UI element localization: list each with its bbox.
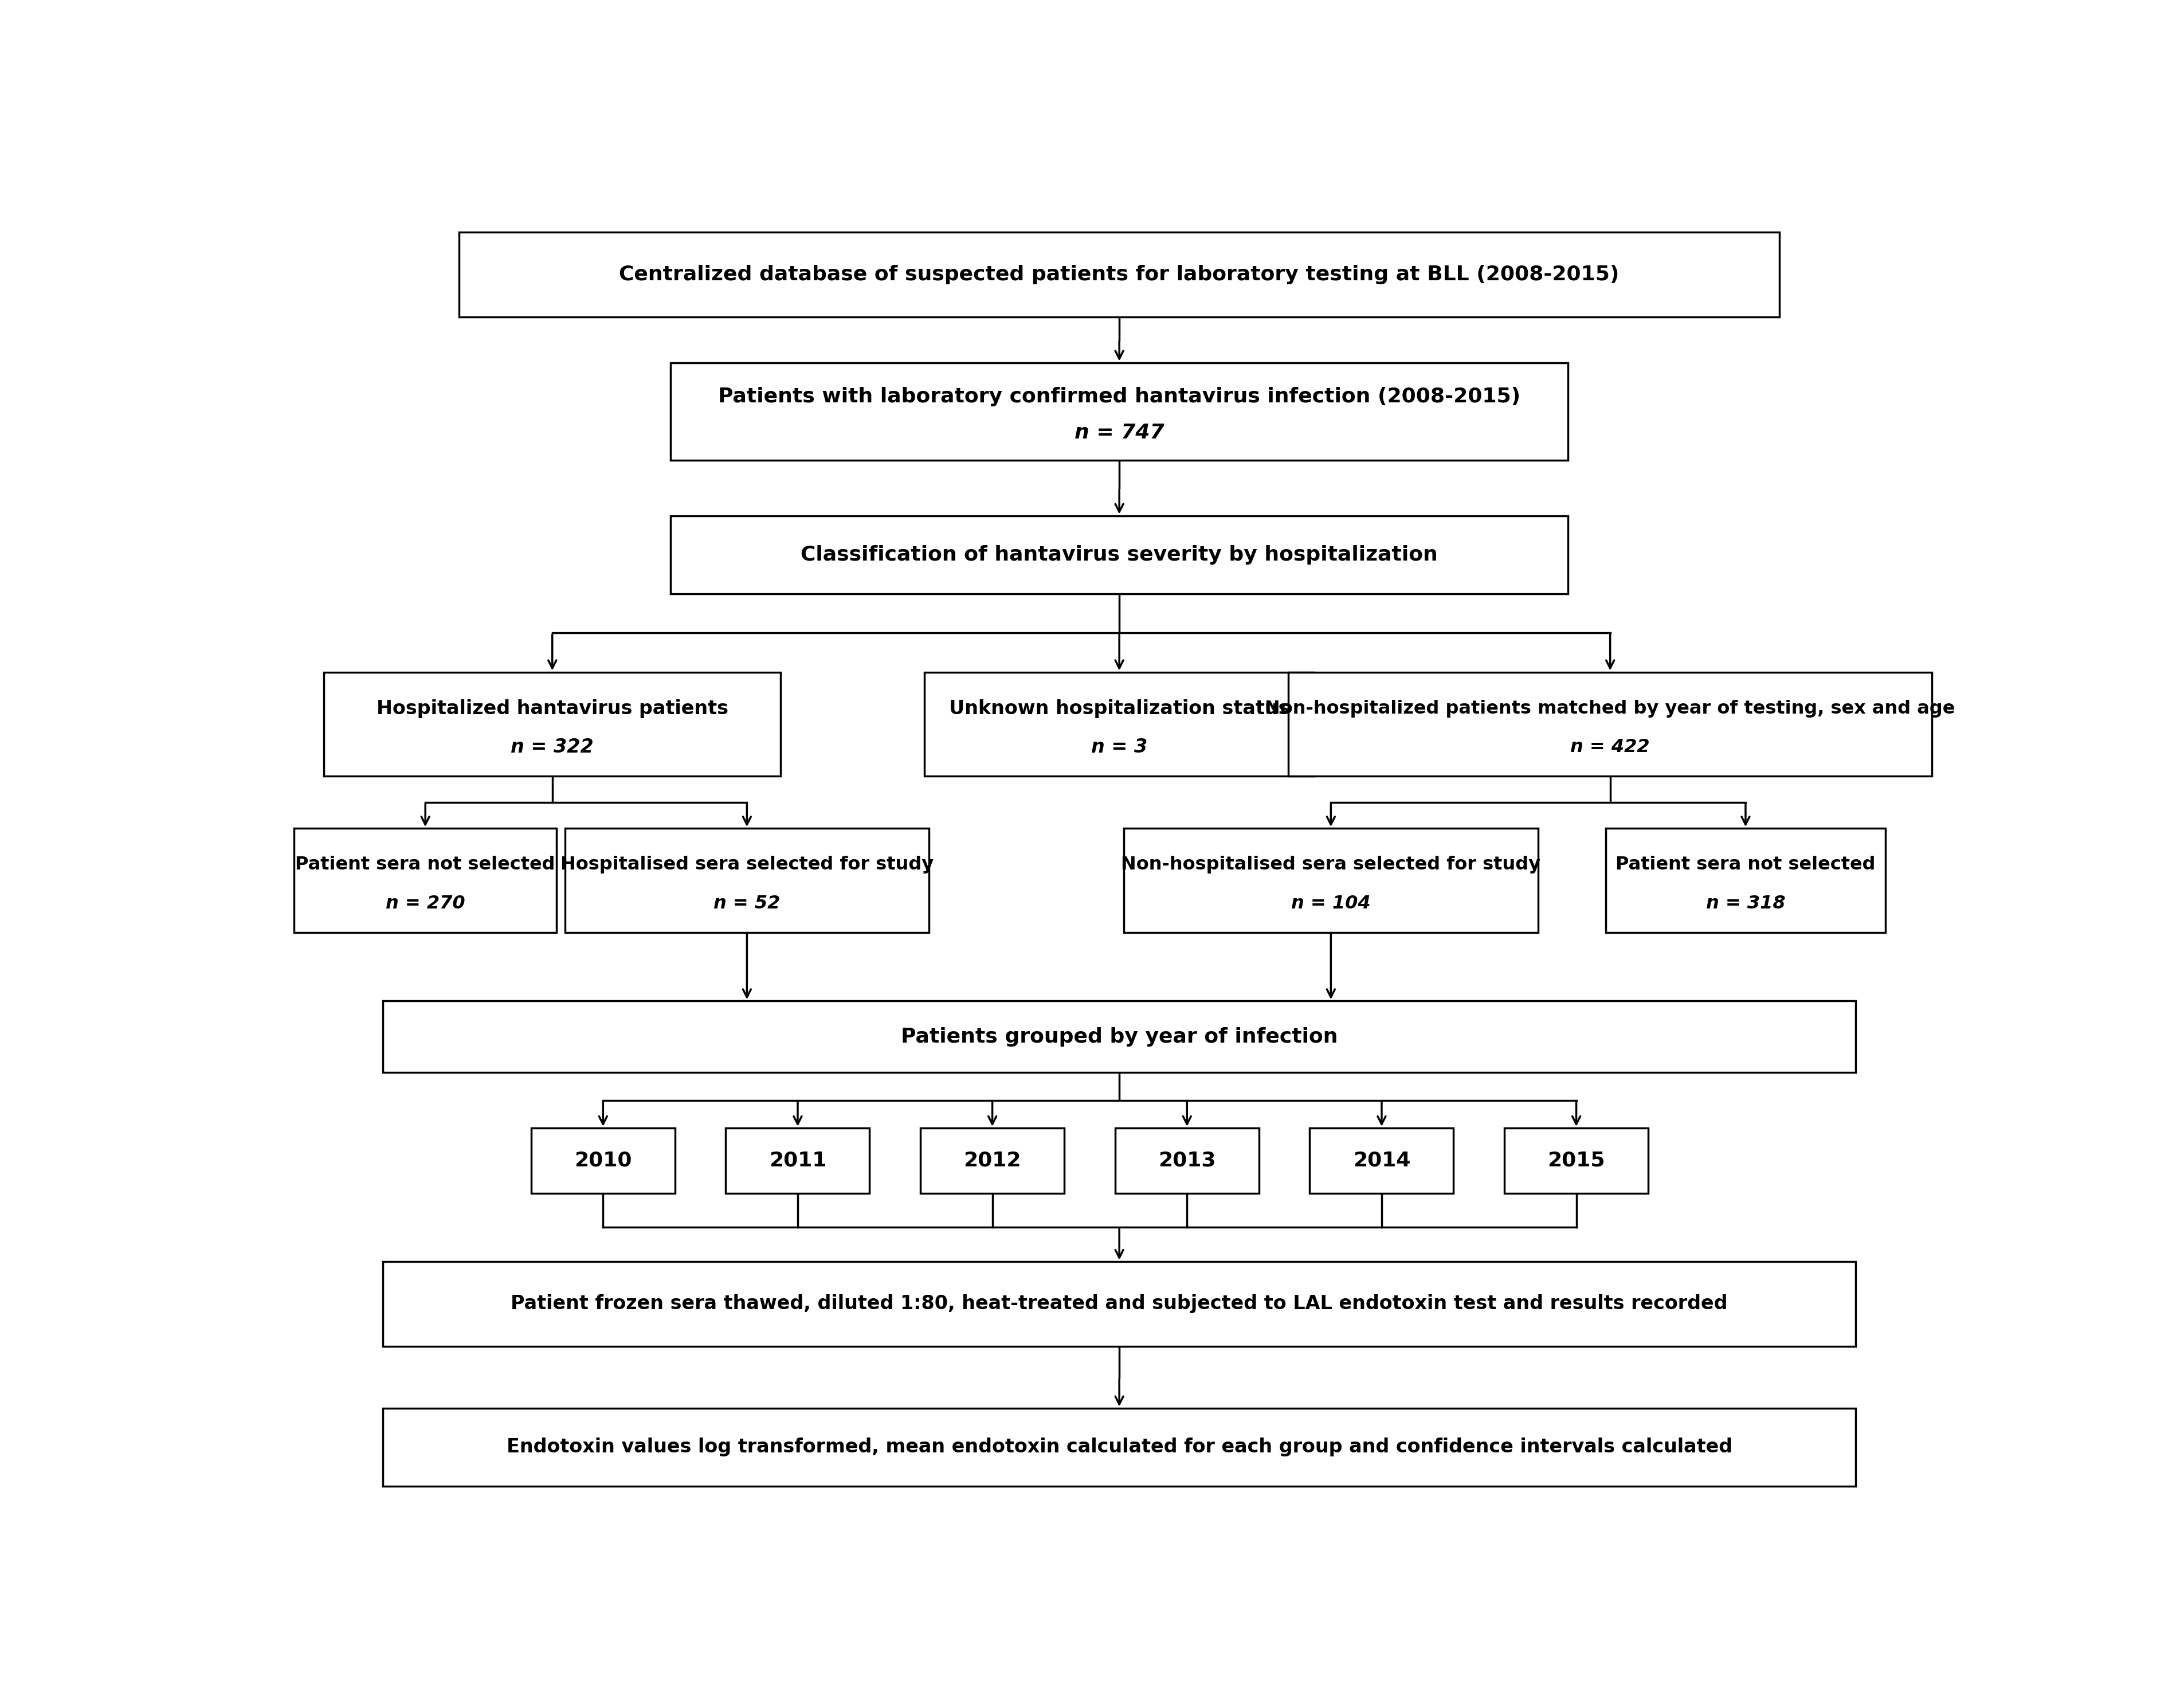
Text: Hospitalized hantavirus patients: Hospitalized hantavirus patients bbox=[376, 699, 727, 717]
Text: 2013: 2013 bbox=[1158, 1151, 1216, 1171]
Text: Patient sera not selected: Patient sera not selected bbox=[1616, 856, 1876, 873]
Text: n = 3: n = 3 bbox=[1092, 738, 1147, 756]
Text: 2014: 2014 bbox=[1352, 1151, 1411, 1171]
Text: Patients with laboratory confirmed hantavirus infection (2008-2015): Patients with laboratory confirmed hanta… bbox=[719, 387, 1520, 406]
Text: Centralized database of suspected patients for laboratory testing at BLL (2008-2: Centralized database of suspected patien… bbox=[620, 266, 1618, 284]
FancyBboxPatch shape bbox=[670, 516, 1568, 594]
FancyBboxPatch shape bbox=[382, 1408, 1856, 1486]
FancyBboxPatch shape bbox=[1116, 1129, 1258, 1193]
FancyBboxPatch shape bbox=[1123, 829, 1538, 932]
FancyBboxPatch shape bbox=[566, 829, 928, 932]
FancyBboxPatch shape bbox=[459, 232, 1780, 316]
FancyBboxPatch shape bbox=[924, 672, 1315, 777]
Text: n = 270: n = 270 bbox=[387, 895, 465, 912]
FancyBboxPatch shape bbox=[919, 1129, 1064, 1193]
FancyBboxPatch shape bbox=[323, 672, 782, 777]
FancyBboxPatch shape bbox=[1289, 672, 1933, 777]
Text: n = 422: n = 422 bbox=[1570, 738, 1649, 756]
Text: Patient frozen sera thawed, diluted 1:80, heat-treated and subjected to LAL endo: Patient frozen sera thawed, diluted 1:80… bbox=[511, 1294, 1728, 1313]
FancyBboxPatch shape bbox=[670, 362, 1568, 460]
Text: n = 52: n = 52 bbox=[714, 895, 780, 912]
FancyBboxPatch shape bbox=[1605, 829, 1885, 932]
FancyBboxPatch shape bbox=[531, 1129, 675, 1193]
Text: 2010: 2010 bbox=[574, 1151, 631, 1171]
Text: Unknown hospitalization status: Unknown hospitalization status bbox=[950, 699, 1289, 717]
Text: n = 104: n = 104 bbox=[1291, 895, 1372, 912]
Text: Classification of hantavirus severity by hospitalization: Classification of hantavirus severity by… bbox=[802, 545, 1437, 565]
FancyBboxPatch shape bbox=[382, 1262, 1856, 1347]
Text: Non-hospitalised sera selected for study: Non-hospitalised sera selected for study bbox=[1120, 856, 1540, 873]
Text: Patient sera not selected: Patient sera not selected bbox=[295, 856, 555, 873]
FancyBboxPatch shape bbox=[382, 1002, 1856, 1073]
Text: Hospitalised sera selected for study: Hospitalised sera selected for study bbox=[561, 856, 933, 873]
Text: Patients grouped by year of infection: Patients grouped by year of infection bbox=[900, 1027, 1339, 1047]
FancyBboxPatch shape bbox=[725, 1129, 869, 1193]
Text: n = 318: n = 318 bbox=[1706, 895, 1784, 912]
Text: 2015: 2015 bbox=[1548, 1151, 1605, 1171]
FancyBboxPatch shape bbox=[1310, 1129, 1455, 1193]
Text: Endotoxin values log transformed, mean endotoxin calculated for each group and c: Endotoxin values log transformed, mean e… bbox=[507, 1438, 1732, 1457]
Text: n = 322: n = 322 bbox=[511, 738, 594, 756]
FancyBboxPatch shape bbox=[295, 829, 557, 932]
Text: 2012: 2012 bbox=[963, 1151, 1022, 1171]
FancyBboxPatch shape bbox=[1505, 1129, 1649, 1193]
Text: 2011: 2011 bbox=[769, 1151, 826, 1171]
Text: n = 747: n = 747 bbox=[1075, 423, 1164, 443]
Text: Non-hospitalized patients matched by year of testing, sex and age: Non-hospitalized patients matched by yea… bbox=[1265, 700, 1955, 717]
